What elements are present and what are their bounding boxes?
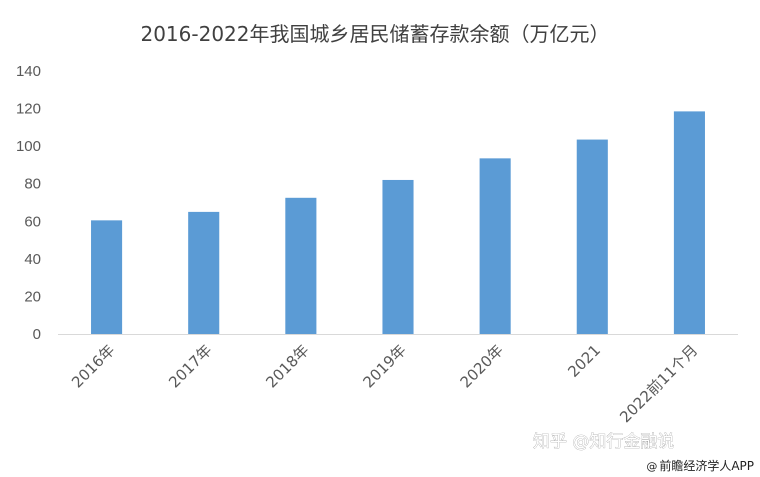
x-tick-label: 2019年 [359,341,409,391]
bar [188,211,220,334]
at-icon: @ [646,460,658,473]
bars [91,111,705,334]
y-tick-label: 40 [24,251,41,268]
source-credit: @ 前瞻经济学人APP [646,457,754,474]
watermark: 知乎 @知行金融说 [533,432,674,452]
bar [285,197,317,334]
y-tick-label: 20 [24,288,41,305]
bar [479,158,511,334]
x-tick-label: 2020年 [457,341,507,391]
bar [673,111,705,334]
bar [382,179,414,334]
x-tick-label: 2022前11个月 [616,341,701,426]
y-tick-label: 140 [16,63,41,80]
chart-title: 2016-2022年我国城乡居民储蓄存款余额（万亿元） [140,22,609,46]
x-tick-label: 2017年 [165,341,215,391]
credit-bar [640,454,760,477]
x-tick-label: 2021 [564,341,604,381]
y-axis: 0 20 40 60 80 100 120 140 [16,63,41,343]
bar [91,220,123,334]
x-axis: 2016年 2017年 2018年 2019年 2020年 2021 2022前11个月 [58,334,738,426]
y-tick-label: 120 [16,101,41,118]
y-tick-label: 80 [24,176,41,193]
x-tick-label: 2018年 [262,341,312,391]
x-tick-label: 2016年 [68,341,118,391]
y-tick-label: 100 [16,138,41,155]
y-tick-label: 60 [24,213,41,230]
bar [576,139,608,334]
y-tick-label: 0 [33,326,41,343]
credit-text: 前瞻经济学人APP [659,459,754,473]
